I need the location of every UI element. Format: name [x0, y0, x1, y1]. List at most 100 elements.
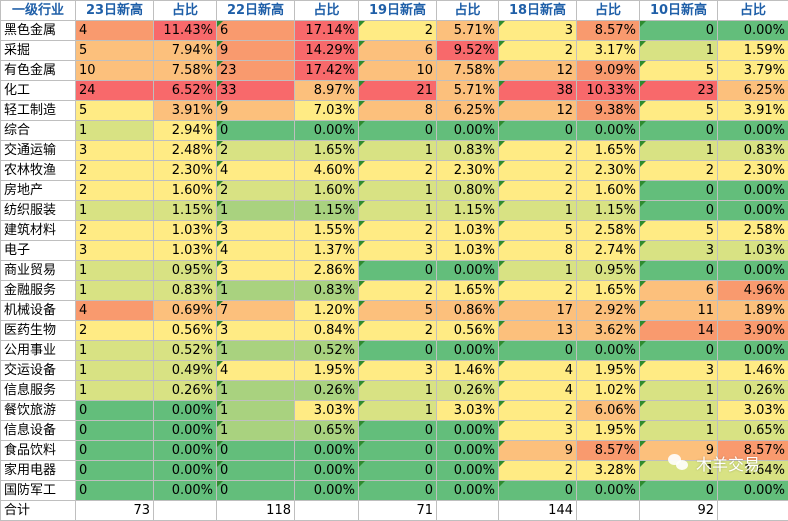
count-cell[interactable]: 0: [76, 401, 154, 421]
ratio-cell[interactable]: 1.15%: [154, 201, 217, 221]
count-cell[interactable]: 0: [359, 441, 437, 461]
count-cell[interactable]: 1: [217, 401, 295, 421]
count-cell[interactable]: 2: [217, 181, 295, 201]
ratio-cell[interactable]: 0.00%: [718, 481, 788, 501]
ratio-cell[interactable]: 0.00%: [718, 121, 788, 141]
count-cell[interactable]: 1: [76, 361, 154, 381]
industry-name-cell[interactable]: 轻工制造: [1, 101, 76, 121]
industry-name-cell[interactable]: 纺织服装: [1, 201, 76, 221]
ratio-cell[interactable]: 6.52%: [154, 81, 217, 101]
count-cell[interactable]: 1: [76, 201, 154, 221]
ratio-cell[interactable]: 7.94%: [154, 41, 217, 61]
count-cell[interactable]: 2: [499, 161, 577, 181]
count-cell[interactable]: 1: [76, 381, 154, 401]
industry-name-cell[interactable]: 家用电器: [1, 461, 76, 481]
ratio-cell[interactable]: 0.83%: [154, 281, 217, 301]
ratio-cell[interactable]: 1.03%: [718, 241, 788, 261]
count-cell[interactable]: 2: [499, 41, 577, 61]
ratio-cell[interactable]: 0.00%: [154, 401, 217, 421]
ratio-cell[interactable]: 1.55%: [295, 221, 359, 241]
ratio-cell[interactable]: 1.89%: [718, 301, 788, 321]
ratio-cell[interactable]: 1.65%: [577, 281, 640, 301]
ratio-cell[interactable]: 0.00%: [577, 481, 640, 501]
ratio-cell[interactable]: 8.57%: [577, 21, 640, 41]
ratio-cell[interactable]: 0.00%: [295, 481, 359, 501]
count-cell[interactable]: 4: [217, 361, 295, 381]
industry-name-cell[interactable]: 采掘: [1, 41, 76, 61]
count-cell[interactable]: 0: [359, 121, 437, 141]
industry-name-cell[interactable]: 农林牧渔: [1, 161, 76, 181]
header-industry[interactable]: 一级行业: [1, 1, 76, 21]
count-cell[interactable]: 9: [217, 101, 295, 121]
ratio-cell[interactable]: 0.00%: [577, 121, 640, 141]
count-cell[interactable]: 2: [499, 141, 577, 161]
count-cell[interactable]: 2: [76, 161, 154, 181]
count-cell[interactable]: 2: [499, 401, 577, 421]
ratio-cell[interactable]: 1.15%: [577, 201, 640, 221]
count-cell[interactable]: 6: [359, 41, 437, 61]
count-cell[interactable]: 23: [640, 81, 718, 101]
count-cell[interactable]: 5: [76, 41, 154, 61]
count-cell[interactable]: 17: [499, 301, 577, 321]
ratio-cell[interactable]: 2.30%: [154, 161, 217, 181]
ratio-cell[interactable]: 5.71%: [437, 81, 499, 101]
industry-name-cell[interactable]: 电子: [1, 241, 76, 261]
ratio-cell[interactable]: 7.03%: [295, 101, 359, 121]
ratio-cell[interactable]: 0.00%: [718, 261, 788, 281]
ratio-cell[interactable]: 4.96%: [718, 281, 788, 301]
count-cell[interactable]: 0: [499, 121, 577, 141]
ratio-cell[interactable]: 3.91%: [718, 101, 788, 121]
count-cell[interactable]: 5: [359, 301, 437, 321]
count-cell[interactable]: 8: [499, 241, 577, 261]
count-cell[interactable]: 0: [640, 121, 718, 141]
industry-name-cell[interactable]: 建筑材料: [1, 221, 76, 241]
ratio-cell[interactable]: 1.60%: [295, 181, 359, 201]
ratio-cell[interactable]: 0.56%: [437, 321, 499, 341]
count-cell[interactable]: 2: [359, 221, 437, 241]
count-cell[interactable]: 3: [217, 321, 295, 341]
ratio-cell[interactable]: 3.17%: [577, 41, 640, 61]
ratio-cell[interactable]: 0.00%: [718, 181, 788, 201]
count-cell[interactable]: 0: [217, 121, 295, 141]
count-cell[interactable]: 1: [359, 401, 437, 421]
ratio-cell[interactable]: 10.33%: [577, 81, 640, 101]
count-cell[interactable]: 1: [76, 341, 154, 361]
ratio-cell[interactable]: 2.94%: [154, 121, 217, 141]
count-cell[interactable]: 1: [640, 141, 718, 161]
ratio-cell[interactable]: 5.71%: [437, 21, 499, 41]
ratio-cell[interactable]: 2.30%: [437, 161, 499, 181]
ratio-cell[interactable]: 3.03%: [718, 401, 788, 421]
count-cell[interactable]: 1: [217, 201, 295, 221]
header-col-10[interactable]: 占比: [718, 1, 788, 21]
header-col-4[interactable]: 占比: [295, 1, 359, 21]
ratio-cell[interactable]: 1.03%: [437, 221, 499, 241]
count-cell[interactable]: 6: [217, 21, 295, 41]
ratio-cell[interactable]: 0.83%: [718, 141, 788, 161]
count-cell[interactable]: 1: [640, 421, 718, 441]
count-cell[interactable]: 33: [217, 81, 295, 101]
ratio-cell[interactable]: 0.69%: [154, 301, 217, 321]
count-cell[interactable]: 5: [640, 101, 718, 121]
ratio-cell[interactable]: 1.65%: [577, 141, 640, 161]
count-cell[interactable]: 1: [640, 381, 718, 401]
ratio-cell[interactable]: 0.26%: [154, 381, 217, 401]
ratio-cell[interactable]: 3.79%: [718, 61, 788, 81]
count-cell[interactable]: 3: [217, 221, 295, 241]
count-cell[interactable]: 4: [499, 381, 577, 401]
count-cell[interactable]: 1: [76, 121, 154, 141]
ratio-cell[interactable]: 4.60%: [295, 161, 359, 181]
count-cell[interactable]: 14: [640, 321, 718, 341]
ratio-cell[interactable]: 0.00%: [437, 441, 499, 461]
ratio-cell[interactable]: 9.38%: [577, 101, 640, 121]
ratio-cell[interactable]: 0.95%: [154, 261, 217, 281]
ratio-cell[interactable]: 0.00%: [437, 261, 499, 281]
ratio-cell[interactable]: 3.03%: [295, 401, 359, 421]
count-cell[interactable]: 3: [640, 361, 718, 381]
count-cell[interactable]: 3: [499, 421, 577, 441]
ratio-cell[interactable]: 2.86%: [295, 261, 359, 281]
ratio-cell[interactable]: 17.42%: [295, 61, 359, 81]
ratio-cell[interactable]: 1.60%: [154, 181, 217, 201]
count-cell[interactable]: 1: [640, 41, 718, 61]
count-cell[interactable]: 1: [359, 381, 437, 401]
count-cell[interactable]: 2: [359, 281, 437, 301]
